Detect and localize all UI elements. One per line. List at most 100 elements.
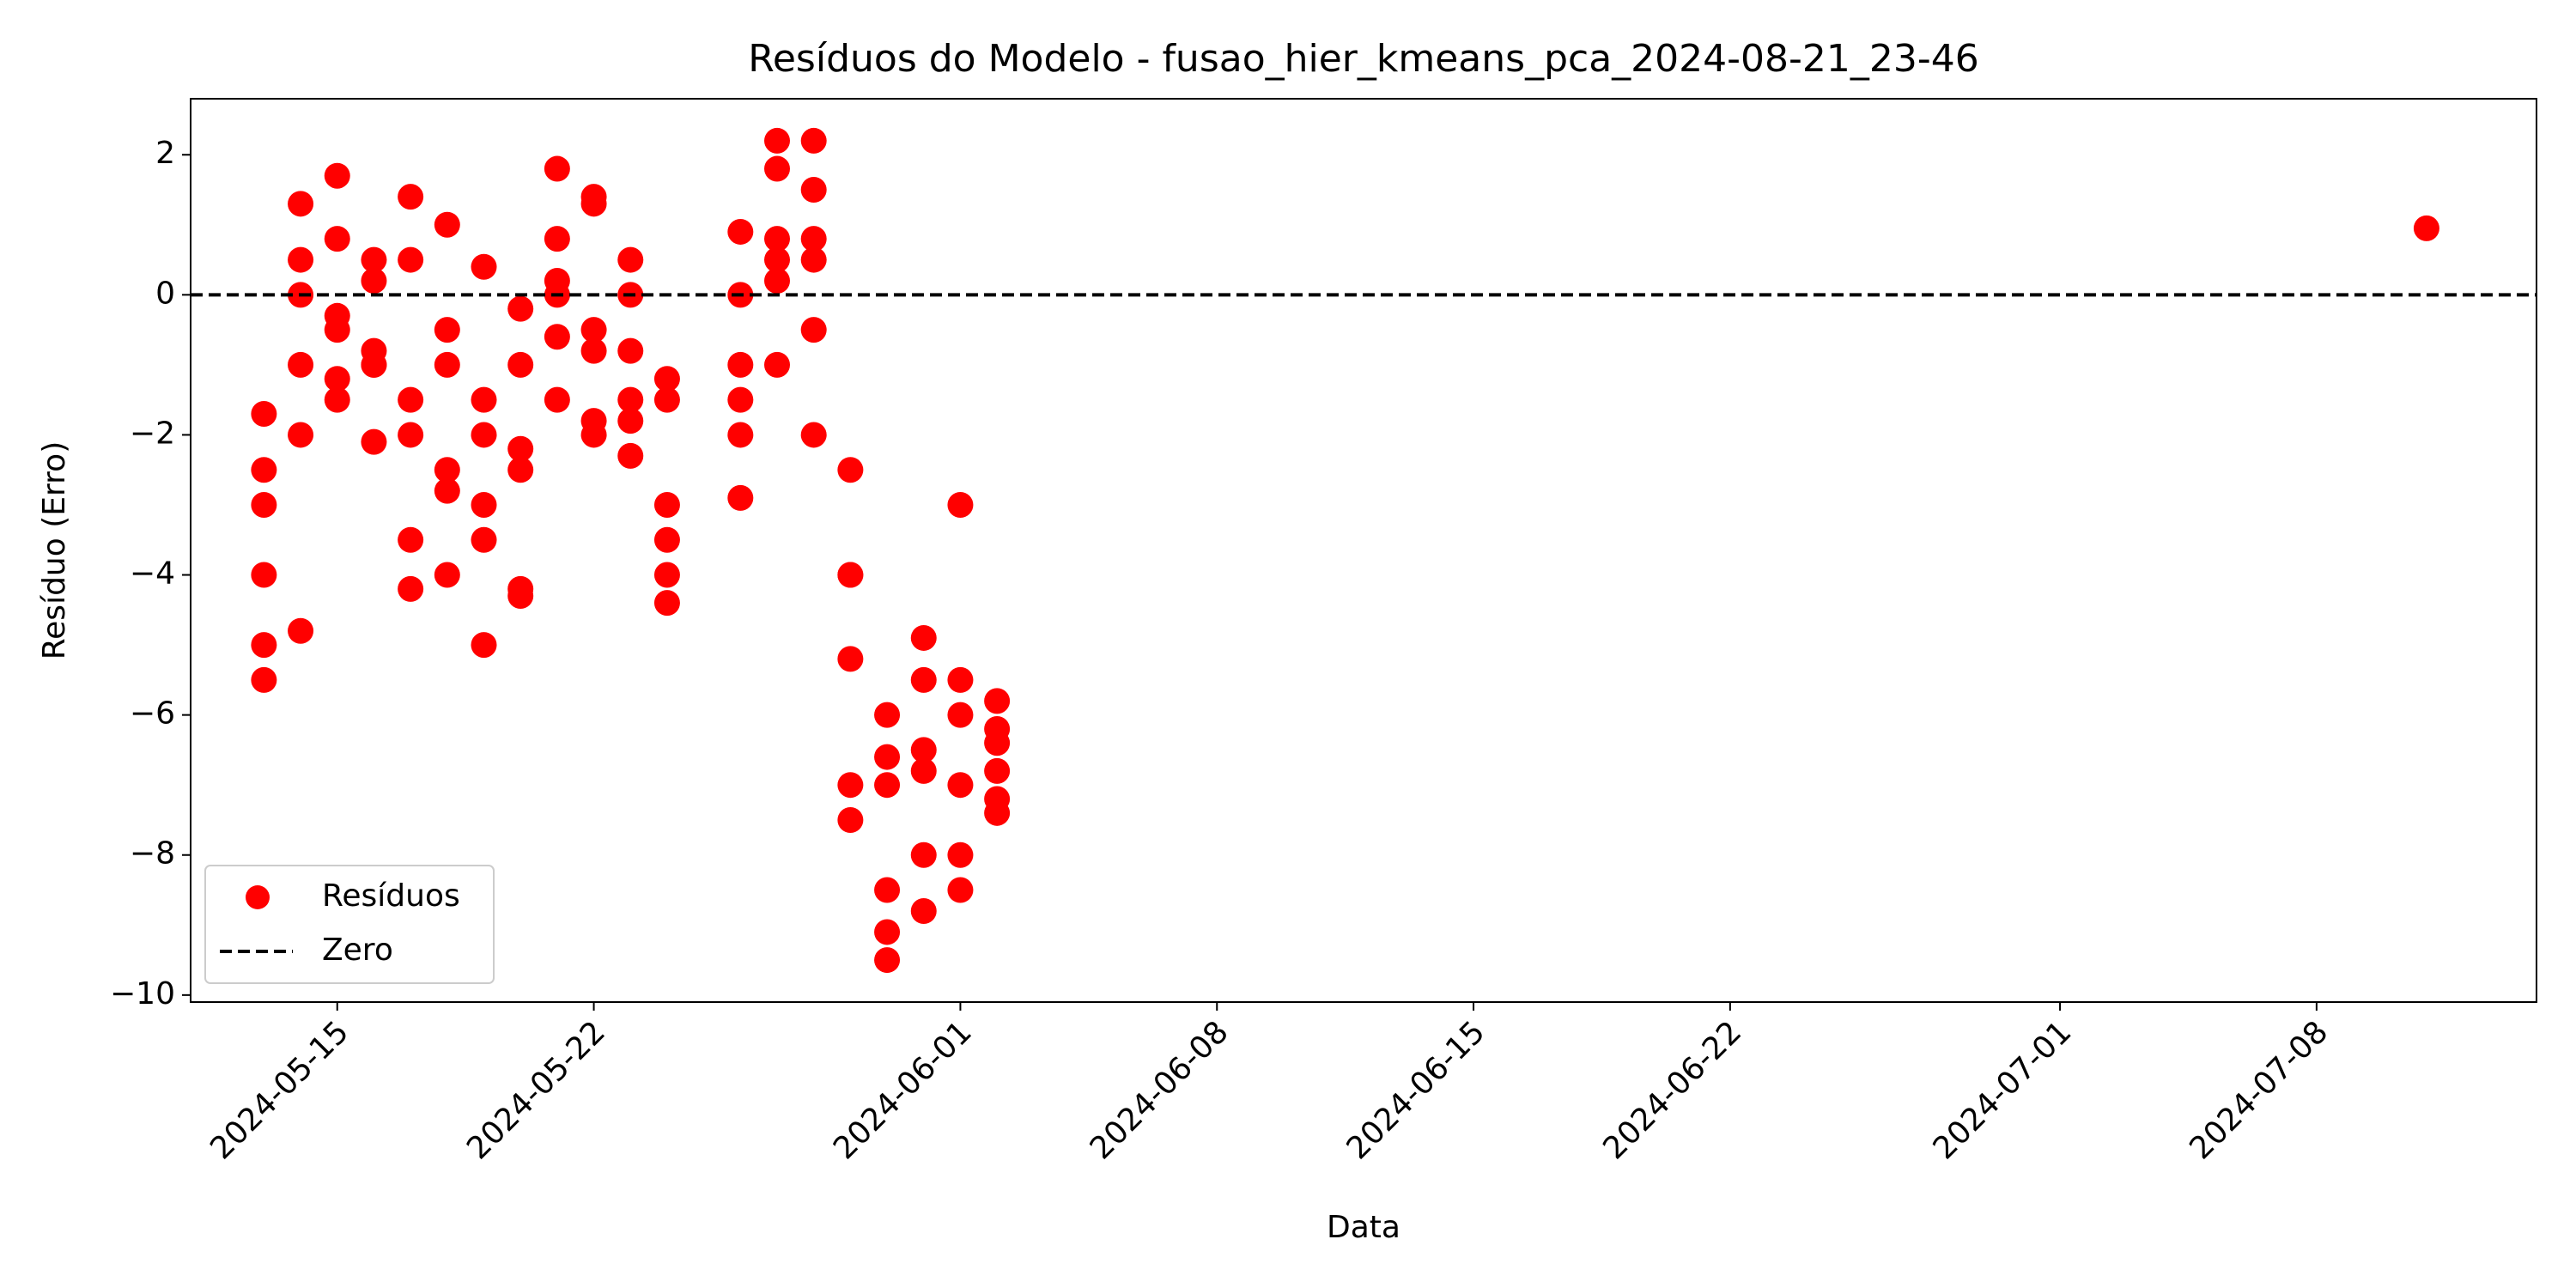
data-point — [434, 457, 460, 483]
data-point — [288, 617, 314, 644]
data-point — [544, 386, 570, 413]
y-axis-label: Resíduo (Erro) — [37, 441, 72, 659]
data-point — [288, 351, 314, 378]
data-point — [324, 386, 350, 413]
data-point — [764, 246, 790, 273]
data-point — [288, 422, 314, 448]
data-point — [434, 351, 460, 378]
legend-box — [204, 865, 495, 984]
data-point — [471, 253, 497, 280]
data-point — [910, 841, 937, 868]
data-point — [910, 757, 937, 784]
data-point — [580, 317, 607, 343]
data-point — [544, 268, 570, 295]
data-point — [288, 191, 314, 217]
data-point — [361, 268, 387, 295]
y-tick-label: −4 — [130, 556, 175, 592]
data-point — [324, 162, 350, 189]
data-point — [727, 422, 754, 448]
data-point — [617, 246, 644, 273]
data-point — [251, 562, 277, 588]
data-point — [653, 386, 680, 413]
data-point — [507, 295, 534, 322]
data-point — [544, 155, 570, 182]
data-point — [251, 400, 277, 427]
data-point — [800, 226, 827, 252]
legend-marker — [246, 885, 270, 909]
data-point — [471, 632, 497, 659]
data-point — [874, 947, 901, 974]
data-point — [617, 442, 644, 469]
data-point — [910, 737, 937, 763]
y-tick-label: 2 — [155, 136, 175, 171]
data-point — [800, 127, 827, 154]
data-point — [874, 744, 901, 770]
data-point — [434, 211, 460, 238]
data-point — [251, 632, 277, 659]
data-point — [324, 226, 350, 252]
data-point — [800, 317, 827, 343]
data-point — [471, 386, 497, 413]
data-point — [984, 688, 1011, 714]
y-tick-label: −2 — [130, 416, 175, 451]
data-point — [398, 246, 424, 273]
data-point — [507, 435, 534, 462]
data-point — [251, 491, 277, 518]
data-point — [617, 386, 644, 413]
data-point — [471, 422, 497, 448]
y-tick-label: −8 — [130, 836, 175, 872]
data-point — [580, 191, 607, 217]
data-point — [947, 772, 974, 799]
data-point — [398, 526, 424, 553]
data-point — [434, 562, 460, 588]
data-point — [653, 366, 680, 392]
data-point — [837, 806, 864, 833]
data-point — [507, 457, 534, 483]
data-point — [471, 491, 497, 518]
data-point — [947, 666, 974, 693]
data-point — [984, 786, 1011, 812]
data-point — [837, 772, 864, 799]
data-point — [617, 337, 644, 364]
plot-frame — [190, 98, 2537, 1003]
data-point — [653, 491, 680, 518]
data-point — [910, 624, 937, 651]
data-point — [653, 526, 680, 553]
data-point — [507, 583, 534, 610]
data-point — [874, 919, 901, 945]
data-point — [947, 702, 974, 728]
data-point — [580, 422, 607, 448]
data-point — [874, 772, 901, 799]
data-point — [251, 666, 277, 693]
data-point — [324, 302, 350, 329]
data-point — [507, 351, 534, 378]
data-point — [580, 337, 607, 364]
data-point — [800, 177, 827, 204]
data-point — [764, 226, 790, 252]
data-point — [653, 562, 680, 588]
data-point — [727, 484, 754, 511]
data-point — [727, 386, 754, 413]
data-point — [874, 702, 901, 728]
data-point — [764, 268, 790, 295]
data-point — [837, 457, 864, 483]
data-point — [2413, 215, 2439, 241]
data-point — [800, 422, 827, 448]
data-point — [947, 491, 974, 518]
data-point — [947, 877, 974, 903]
data-point — [471, 526, 497, 553]
data-point — [800, 246, 827, 273]
data-point — [727, 218, 754, 245]
data-point — [984, 757, 1011, 784]
y-tick-label: 0 — [155, 276, 175, 311]
data-point — [544, 226, 570, 252]
data-point — [434, 317, 460, 343]
data-point — [837, 562, 864, 588]
data-point — [398, 184, 424, 210]
data-point — [324, 366, 350, 392]
data-point — [434, 477, 460, 504]
data-point — [361, 337, 387, 364]
data-point — [874, 877, 901, 903]
data-point — [764, 351, 790, 378]
